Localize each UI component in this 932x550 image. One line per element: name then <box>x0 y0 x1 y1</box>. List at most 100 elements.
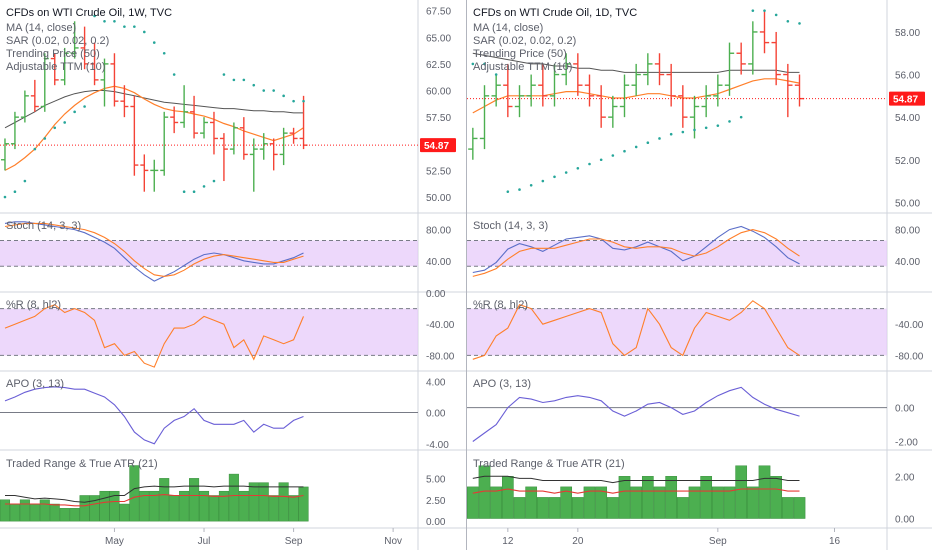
price-axis-label: 58.00 <box>895 28 920 39</box>
atr-axis-label: 0.00 <box>895 515 915 526</box>
sar-dot <box>152 41 156 44</box>
atr-axis-label: 0.00 <box>426 517 446 528</box>
sar-dot <box>599 158 603 162</box>
chart-title: CFDs on WTI Crude Oil, 1D, TVC <box>473 7 637 19</box>
traded-range-bar <box>793 497 806 519</box>
ohlc-bar <box>40 53 49 112</box>
ohlc-bar <box>239 117 248 160</box>
sar-dot <box>704 126 708 130</box>
x-tick-label: Sep <box>285 536 303 547</box>
apo-pane: 0.00 -2.00 APO (3, 13) <box>467 378 918 449</box>
willr-pane: -40.00 -80.00 %R (8, hl2) <box>467 299 924 362</box>
ohlc-bar <box>759 10 770 54</box>
sar-dot <box>113 20 116 23</box>
stoch-pane: 80.00 40.00 Stoch (14, 3, 3) <box>467 220 920 277</box>
willr-band <box>467 308 887 356</box>
traded-range-bar <box>595 486 608 519</box>
current-price-tag <box>420 138 456 153</box>
atr-title: Traded Range & True ATR (21) <box>6 458 158 470</box>
sar-dot <box>272 89 275 92</box>
average-range-line <box>5 485 304 503</box>
sar-dot <box>739 115 743 119</box>
sar-dot <box>202 185 206 188</box>
sar-dot <box>623 149 626 153</box>
traded-range-bar <box>711 486 724 519</box>
sar-dot <box>262 89 266 92</box>
x-axis: 12 20 Sep 16 <box>502 528 840 547</box>
x-tick-label: 12 <box>502 536 514 547</box>
ohlc-bar <box>70 21 79 59</box>
willr-pane: 0.00 -40.00 -80.00 %R (8, hl2) <box>0 289 455 368</box>
sar-dot <box>471 62 475 66</box>
x-tick-label: Nov <box>384 536 402 547</box>
traded-range-bar <box>9 503 20 522</box>
sar-dot <box>123 25 126 28</box>
price-axis-label: 50.00 <box>895 198 920 209</box>
sar-dot <box>242 78 246 82</box>
sar-dot <box>43 137 47 140</box>
sar-dot <box>634 145 638 149</box>
traded-range-bar <box>618 476 631 519</box>
atr-pane: 2.00 0.00 Traded Range & True ATR (21) <box>466 458 915 526</box>
willr-title: %R (8, hl2) <box>6 299 61 311</box>
sar-dot <box>83 105 86 108</box>
ohlc-bar <box>724 42 735 96</box>
trending-price-line <box>4 90 304 129</box>
traded-range-bar <box>288 495 299 522</box>
sar-dot <box>658 137 661 140</box>
traded-range-bar <box>758 465 771 519</box>
ohlc-bar <box>468 127 478 160</box>
traded-range-bar <box>258 482 269 522</box>
legend: CFDs on WTI Crude Oil, 1D, TVC MA (14, cl… <box>473 7 637 73</box>
ohlc-bar <box>608 95 618 128</box>
traded-range-bar <box>571 497 584 519</box>
traded-range-bar <box>198 490 210 522</box>
traded-range-bar <box>268 495 279 522</box>
price-axis-label: 50.00 <box>426 193 451 204</box>
chart-panel-weekly: MayJulSepNov67.5065.0062.5060.0057.5055.… <box>0 0 466 550</box>
price-axis-label: 62.50 <box>426 60 451 71</box>
traded-range-bar <box>606 497 619 519</box>
stoch-axis-label: 80.00 <box>426 226 451 237</box>
apo-axis-label: -2.00 <box>895 438 918 449</box>
ohlc-bar <box>80 26 89 70</box>
willr-axis-label: -80.00 <box>426 351 455 362</box>
stoch-k-line <box>4 221 304 282</box>
ohlc-bar <box>150 159 159 192</box>
traded-range-bar <box>119 503 130 522</box>
ohlc-bar <box>269 138 278 171</box>
sar-dot <box>763 9 766 12</box>
sar-dot <box>483 62 486 66</box>
willr-band <box>0 308 418 356</box>
ohlc-bar <box>596 85 606 128</box>
traded-range-bar <box>79 495 90 522</box>
traded-range-bar <box>630 486 643 519</box>
traded-range-bar <box>490 486 503 519</box>
traded-range-bar <box>560 486 573 519</box>
traded-range-bar <box>99 490 110 522</box>
ohlc-bar <box>209 111 218 155</box>
legend-entry: Adjustable TTM (10) <box>6 61 105 73</box>
stoch-d-line <box>472 229 800 277</box>
apo-axis-label: 0.00 <box>426 409 446 420</box>
ohlc-bar <box>100 58 109 107</box>
traded-range-bar <box>583 486 596 519</box>
traded-range-bar <box>89 495 100 522</box>
traded-range-bar <box>139 490 150 522</box>
sar-dot <box>611 154 615 157</box>
traded-range-bar <box>109 490 120 522</box>
stoch-k-line <box>472 225 800 274</box>
sar-dot <box>798 22 801 25</box>
sar-dot <box>728 120 731 123</box>
ohlc-bar <box>200 117 209 139</box>
ohlc-bar <box>479 85 490 150</box>
ohlc-bar <box>503 63 513 118</box>
x-tick-label: Jul <box>198 536 211 547</box>
traded-range-bar <box>228 473 239 522</box>
ohlc-bar <box>643 53 653 86</box>
legend-entry: Adjustable TTM (10) <box>473 61 572 73</box>
ohlc-bar <box>549 63 560 107</box>
apo-line <box>472 386 800 442</box>
traded-range-bar <box>525 486 538 519</box>
traded-range-bar <box>278 482 289 522</box>
